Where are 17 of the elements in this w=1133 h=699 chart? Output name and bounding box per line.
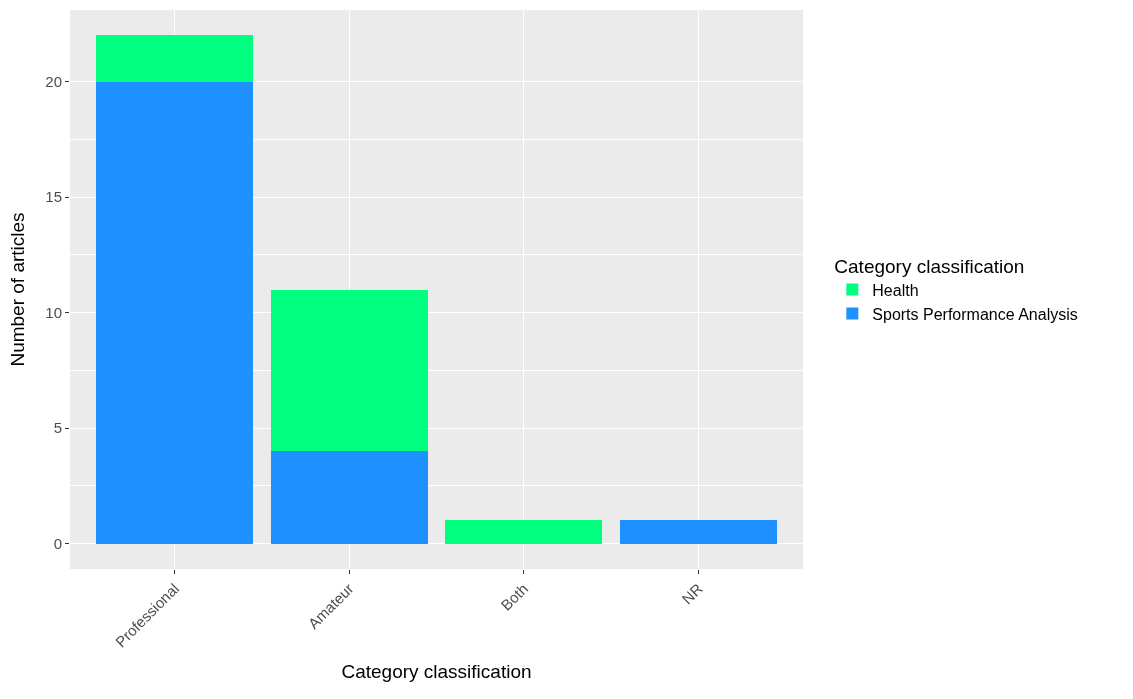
x-tick-label: NR	[678, 579, 706, 608]
y-tick-label: 15	[45, 188, 62, 206]
y-axis-title: Number of articles	[7, 212, 29, 367]
bar	[619, 520, 777, 544]
y-tick-label: 20	[45, 72, 62, 90]
bar	[270, 289, 428, 452]
legend-label: Sports Performance Analysis	[872, 305, 1078, 323]
bar	[445, 520, 603, 544]
y-tick-label: 0	[53, 534, 62, 552]
y-tick-label: 5	[53, 419, 62, 437]
bar	[270, 451, 428, 544]
x-axis-title: Category classification	[341, 661, 532, 683]
legend-title: Category classification	[834, 255, 1025, 277]
y-tick-label: 10	[45, 303, 62, 321]
bar	[96, 35, 254, 82]
legend-label: Health	[872, 281, 919, 299]
bar	[96, 81, 254, 544]
